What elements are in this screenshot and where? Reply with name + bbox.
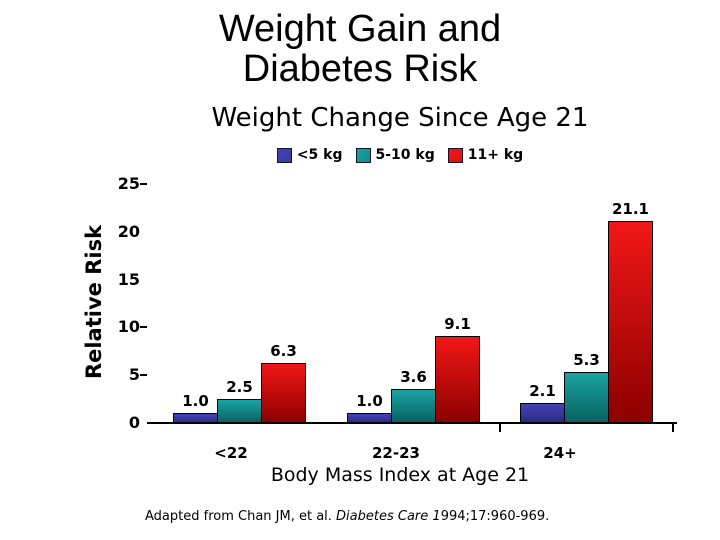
x-tick-mark	[672, 423, 674, 432]
y-tick-mark	[140, 183, 147, 185]
bar-value-label: 2.1	[529, 381, 556, 400]
bar-<5 kg-24+	[520, 402, 565, 423]
y-tick-label: 20	[117, 221, 140, 241]
bar-5-10 kg-22-23	[391, 388, 436, 423]
y-tick-label: 10	[117, 317, 140, 337]
x-tick-mark	[499, 423, 501, 432]
citation-journal: Diabetes Care 1	[336, 509, 441, 524]
bar-11+ kg-24+	[608, 221, 653, 423]
chart-title: Weight Change Since Age 21	[211, 103, 589, 133]
y-tick-label: 0	[128, 413, 140, 432]
bar-value-label: 9.1	[444, 315, 471, 333]
bar-11+ kg-22-23	[435, 336, 480, 423]
x-category-label: <22	[214, 444, 248, 462]
legend: <5 kg 5-10 kg 11+ kg	[90, 147, 710, 163]
bar-value-label: 6.3	[270, 341, 297, 360]
page-title-line2: Diabetes Risk	[242, 47, 478, 90]
legend-swatch-<5 kg	[276, 147, 292, 163]
bar-<5 kg-<22	[173, 413, 218, 423]
legend-label: <5 kg	[296, 147, 343, 163]
citation-suffix: 994;17:960-969.	[440, 509, 550, 524]
bar-value-label: 3.6	[400, 367, 427, 386]
page-title: Weight Gain and Diabetes Risk	[0, 8, 720, 90]
bar-value-label: 5.3	[573, 351, 600, 370]
x-axis-title: Body Mass Index at Age 21	[270, 464, 530, 486]
bar-value-label: 21.1	[611, 200, 649, 219]
x-category-label: 22-23	[372, 444, 420, 462]
y-tick-label: 25	[117, 174, 140, 193]
legend-label: 5-10 kg	[375, 147, 435, 163]
bar-value-label: 1.0	[356, 392, 383, 411]
bar-5-10 kg-24+	[564, 372, 609, 423]
bar-value-label: 1.0	[182, 392, 209, 411]
legend-label: 11+ kg	[467, 147, 524, 163]
citation: Adapted from Chan JM, et al. Diabetes Ca…	[145, 509, 549, 524]
bar-11+ kg-<22	[261, 362, 306, 423]
bar-<5 kg-22-23	[347, 413, 392, 423]
legend-swatch-11+ kg	[447, 147, 463, 163]
legend-item: <5 kg	[276, 147, 343, 163]
y-tick-label: 15	[117, 269, 140, 289]
legend-item: 11+ kg	[447, 147, 524, 163]
x-category-label: 24+	[543, 444, 577, 462]
y-tick-mark	[140, 326, 147, 329]
y-tick-label: 5	[128, 365, 140, 385]
y-tick-mark	[140, 374, 147, 377]
legend-item: 5-10 kg	[355, 147, 435, 163]
x-axis-line	[147, 422, 677, 424]
citation-prefix: Adapted from Chan JM, et al.	[145, 509, 337, 524]
legend-swatch-5-10 kg	[355, 147, 371, 163]
page-title-line1: Weight Gain and	[218, 8, 502, 50]
bar-value-label: 2.5	[226, 378, 253, 397]
bar-5-10 kg-<22	[217, 399, 262, 423]
